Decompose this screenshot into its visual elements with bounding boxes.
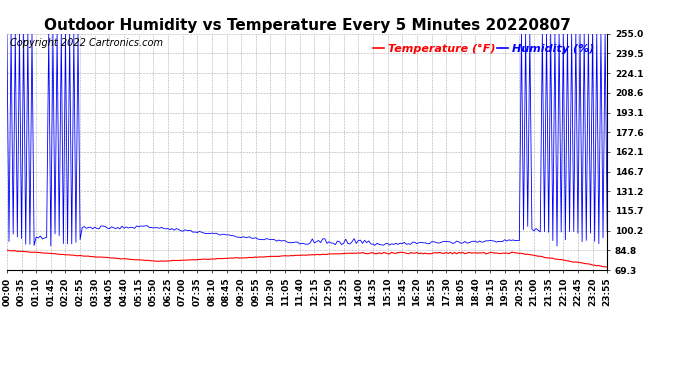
Title: Outdoor Humidity vs Temperature Every 5 Minutes 20220807: Outdoor Humidity vs Temperature Every 5 … (43, 18, 571, 33)
Legend: Temperature (°F), Humidity (%): Temperature (°F), Humidity (%) (368, 39, 599, 58)
Text: Copyright 2022 Cartronics.com: Copyright 2022 Cartronics.com (10, 39, 163, 48)
